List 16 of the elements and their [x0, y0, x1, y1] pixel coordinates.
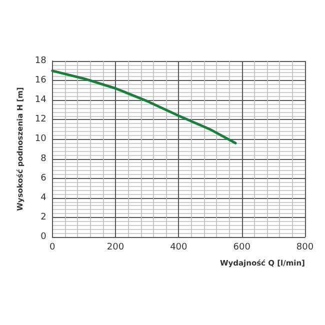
x-tick-label: 400 — [170, 242, 188, 252]
x-tick-label: 600 — [233, 242, 251, 252]
y-tick-label: 12 — [34, 114, 46, 125]
y-tick-label: 14 — [34, 95, 47, 106]
x-tick-label: 200 — [106, 242, 124, 252]
y-tick-label: 16 — [34, 76, 47, 86]
line-series — [51, 70, 237, 144]
y-tick-label: 18 — [34, 56, 47, 66]
y-tick-label: 6 — [40, 173, 47, 184]
y-tick-label: 10 — [34, 134, 47, 144]
y-tick-label: 0 — [40, 232, 47, 242]
x-tick-label: 0 — [49, 242, 56, 252]
x-tick-label: 800 — [296, 242, 314, 252]
y-tick-label: 2 — [40, 212, 46, 222]
y-tick-label: 8 — [40, 154, 47, 164]
y-tick-label: 4 — [40, 192, 47, 203]
